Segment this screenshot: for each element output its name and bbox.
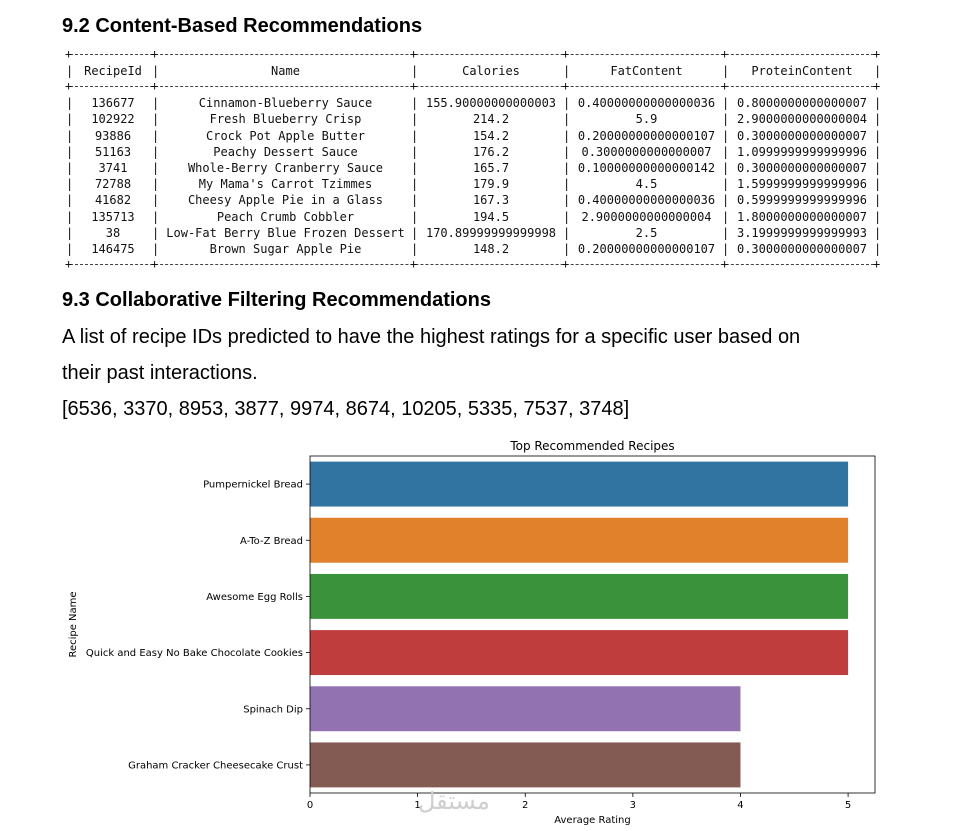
table-cell: 102922 — [91, 112, 135, 127]
table-cell: 0.20000000000000107 — [577, 128, 716, 143]
table-cell: 3.1999999999999993 — [736, 225, 868, 240]
y-tick-label: A-To-Z Bread — [240, 536, 303, 547]
table-cell: 2.5 — [635, 225, 658, 240]
table-row: | | | | | | 72788 My Mama's Carrot Tzimmes 179.9… — [66, 177, 882, 192]
table-cell: FatContent — [610, 64, 683, 78]
recipe-id-list: [6536, 3370, 8953, 3877, 9974, 8674, 102… — [62, 398, 630, 420]
recipe-table: + + + + + + | | | | | | RecipeId Name Calories FatConte… — [65, 47, 882, 273]
x-tick-label: 5 — [845, 800, 851, 811]
x-axis-title: Average Rating — [554, 815, 630, 826]
table-cell: 1.8000000000000007 — [736, 209, 868, 224]
table-cell: 0.20000000000000107 — [577, 241, 716, 256]
table-cell: 41682 — [94, 193, 132, 208]
table-cell: Low-Fat Berry Blue Frozen Dessert — [166, 225, 405, 240]
table-cell: 154.2 — [472, 128, 510, 143]
table-cell: 135713 — [91, 209, 135, 224]
table-row: | | | | | | 146475 Brown Sugar Apple Pie 148.2 0.… — [66, 241, 882, 256]
bar-quick-and-easy-no-bake-chocolate-cookies — [310, 630, 849, 676]
x-tick-label: 0 — [307, 800, 313, 811]
table-cell: 0.3000000000000007 — [581, 144, 712, 159]
table-cell: Crock Pot Apple Butter — [206, 128, 365, 143]
y-tick-label: Graham Cracker Cheesecake Crust — [128, 760, 303, 771]
table-row: | | | | | | 135713 Peach Crumb Cobbler 194.5 2.90… — [66, 209, 882, 224]
table-cell: 0.40000000000000036 — [577, 96, 716, 111]
table-cell: 165.7 — [472, 160, 510, 175]
table-cell: 0.3000000000000007 — [736, 128, 868, 143]
paragraph-line-2: their past interactions. — [62, 362, 258, 384]
bar-spinach-dip — [310, 686, 741, 732]
table-cell: Brown Sugar Apple Pie — [209, 241, 362, 256]
bar-awesome-egg-rolls — [310, 573, 849, 619]
table-cell: 0.3000000000000007 — [736, 241, 868, 256]
table-cell: 148.2 — [472, 241, 510, 256]
table-cell: 179.9 — [472, 177, 510, 192]
bar-graham-cracker-cheesecake-crust — [310, 742, 741, 788]
table-cell: ProteinContent — [751, 64, 853, 78]
plot-frame — [309, 455, 876, 794]
section-heading-collaborative: 9.3 Collaborative Filtering Recommendati… — [62, 289, 491, 311]
table-cell: 167.3 — [472, 193, 510, 208]
table-cell: 146475 — [91, 241, 135, 256]
table-cell: Calories — [462, 64, 520, 78]
table-cell: 0.5999999999999996 — [736, 193, 868, 208]
table-cell: 1.0999999999999996 — [736, 144, 868, 159]
table-row: | | | | | | 41682 Cheesy Apple Pie in a Glass 16… — [66, 193, 882, 208]
x-tick-label: 2 — [522, 800, 528, 811]
table-cell: 2.9000000000000004 — [581, 209, 712, 224]
y-tick-label: Spinach Dip — [243, 704, 303, 715]
table-cell: 38 — [105, 225, 121, 240]
table-cell: 4.5 — [635, 177, 658, 192]
table-header-row: | | | | | | RecipeId Name Calories FatContent Prot… — [66, 64, 882, 78]
x-tick-label: 1 — [414, 800, 420, 811]
section-heading-content-based: 9.2 Content-Based Recommendations — [62, 15, 423, 37]
table-border-header: + + + + + + — [65, 79, 881, 94]
table-row: | | | | | | 136677 Cinnamon-Blueberry Sauce 155.… — [66, 96, 882, 111]
table-cell: 170.89999999999998 — [425, 225, 557, 240]
table-cell: 136677 — [91, 96, 135, 111]
x-tick-label: 4 — [737, 800, 743, 811]
bar-a-to-z-bread — [310, 517, 849, 563]
table-cell: 93886 — [94, 128, 132, 143]
watermark-logo: مستقل — [418, 787, 490, 815]
table-cell: Name — [271, 64, 300, 78]
table-cell: 2.9000000000000004 — [736, 112, 868, 127]
table-row: | | | | | | 38 Low-Fat Berry Blue Frozen Desser… — [66, 225, 882, 240]
table-cell: 51163 — [94, 144, 132, 159]
table-cell: Peachy Dessert Sauce — [213, 144, 358, 159]
table-cell: My Mama's Carrot Tzimmes — [198, 177, 373, 192]
table-cell: 1.5999999999999996 — [736, 177, 868, 192]
table-cell: Fresh Blueberry Crisp — [209, 112, 362, 127]
table-cell: RecipeId — [84, 64, 142, 78]
table-cell: 214.2 — [472, 112, 510, 127]
y-tick-label: Pumpernickel Bread — [203, 480, 303, 491]
chart-title: Top Recommended Recipes — [509, 439, 674, 453]
table-cell: 0.10000000000000142 — [577, 160, 716, 175]
x-tick-label: 3 — [630, 800, 636, 811]
table-cell: 0.3000000000000007 — [736, 160, 868, 175]
table-cell: 176.2 — [472, 144, 510, 159]
table-cell: Peach Crumb Cobbler — [216, 209, 355, 224]
table-border-bottom: + + + + + + — [65, 257, 881, 272]
table-cell: 0.8000000000000007 — [736, 96, 868, 111]
table-cell: 72788 — [94, 177, 132, 192]
table-row: | | | | | | 3741 Whole-Berry Cranberry Sauce 165… — [66, 160, 882, 175]
table-cell: Cinnamon-Blueberry Sauce — [198, 96, 373, 111]
table-cell: Cheesy Apple Pie in a Glass — [187, 193, 384, 208]
table-cell: 3741 — [98, 160, 128, 175]
y-axis-title: Recipe Name — [68, 591, 79, 657]
table-row: | | | | | | 93886 Crock Pot Apple Butter 154.2 0.… — [66, 128, 882, 143]
table-row: | | | | | | 102922 Fresh Blueberry Crisp 214.2 5.… — [66, 112, 882, 127]
table-cell: 155.90000000000003 — [425, 96, 557, 111]
y-tick-label: Quick and Easy No Bake Chocolate Cookies — [86, 648, 303, 659]
table-row: | | | | | | 51163 Peachy Dessert Sauce 176.2 0.30… — [66, 144, 882, 159]
table-cell: 0.40000000000000036 — [577, 193, 716, 208]
table-border-top: + + + + + + — [65, 47, 881, 61]
table-cell: Whole-Berry Cranberry Sauce — [187, 160, 384, 175]
y-tick-label: Awesome Egg Rolls — [206, 592, 303, 603]
table-cell: 5.9 — [635, 112, 658, 127]
table-cell: 194.5 — [472, 209, 510, 224]
paragraph-line-1: A list of recipe IDs predicted to have t… — [62, 326, 801, 348]
bar-pumpernickel-bread — [310, 461, 849, 507]
